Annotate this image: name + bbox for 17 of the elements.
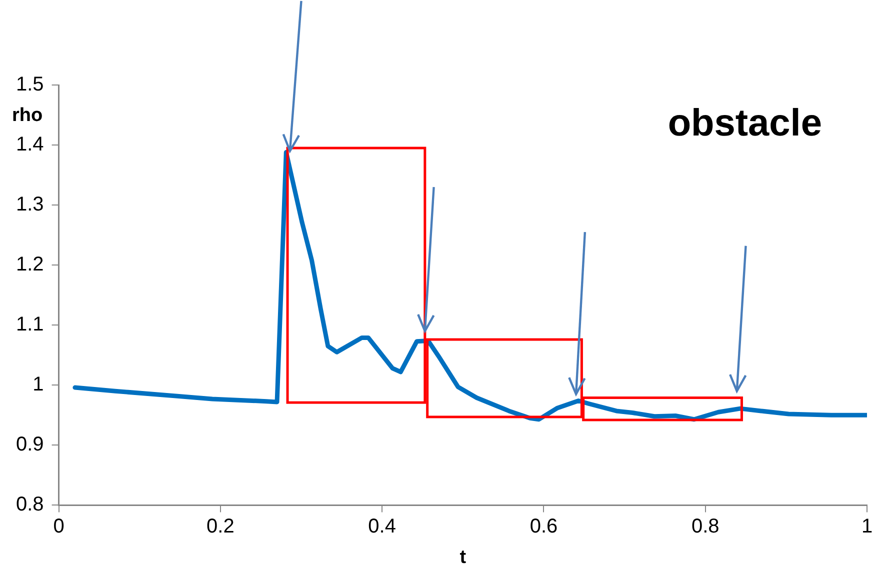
y-tick-label: 1 xyxy=(32,374,44,396)
y-tick-label: 1.2 xyxy=(16,254,44,276)
x-tick-label: 0.8 xyxy=(691,516,720,538)
x-tick-label: 0.6 xyxy=(530,516,558,538)
y-tick-label: 1.3 xyxy=(16,194,44,216)
y-tick-label: 1.1 xyxy=(16,314,44,336)
y-tick-label: 1.4 xyxy=(16,134,44,156)
x-tick-label: 0 xyxy=(53,516,64,538)
y-axis-title: rho xyxy=(12,105,43,128)
x-tick-label: 0.4 xyxy=(368,516,396,538)
y-tick-label: 0.8 xyxy=(16,494,44,516)
y-tick-label: 0.9 xyxy=(16,434,44,456)
x-axis-title: t xyxy=(460,546,467,568)
y-tick-label: 1.5 xyxy=(16,74,44,96)
x-tick-label: 1 xyxy=(861,516,873,538)
annotation: obstacle xyxy=(668,102,822,144)
x-tick-label: 0.2 xyxy=(206,516,234,538)
